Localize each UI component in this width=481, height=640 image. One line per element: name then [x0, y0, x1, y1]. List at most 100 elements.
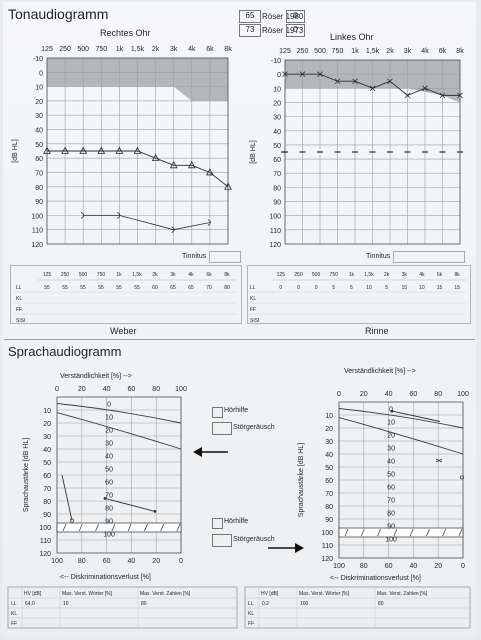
- top-tick-label: 60: [410, 391, 418, 398]
- x-tick-label: 250: [59, 46, 71, 53]
- y-tick-label: 60: [35, 156, 43, 163]
- y-tick-label: 40: [273, 129, 281, 136]
- air-conduction-point: [352, 78, 358, 85]
- page-title: Tonaudiogramm: [8, 6, 109, 22]
- inner-level-label: 80: [387, 511, 395, 518]
- top-tick-label: 100: [457, 391, 469, 398]
- row-label: SISI: [16, 318, 25, 324]
- roeser1980-value: 65: [239, 10, 261, 23]
- ll-value: 60: [152, 285, 158, 291]
- bone-conduction-point: [207, 219, 211, 226]
- speech-table-row-label: FF: [248, 621, 254, 627]
- section-divider: [4, 339, 475, 340]
- y-tick-label: 30: [43, 434, 51, 441]
- y-tick-label: 10: [273, 86, 281, 93]
- bone-conduction-point: [171, 226, 175, 234]
- air-conduction-line: [47, 150, 229, 188]
- speech-table-value: 10: [63, 601, 69, 607]
- bottom-tick-label: 40: [128, 558, 136, 565]
- stoergeraeusch-box-bottom[interactable]: [212, 534, 232, 547]
- y-tick-label: 110: [270, 228, 281, 235]
- air-conduction-point: [79, 146, 88, 154]
- freq-header: 500: [79, 272, 88, 278]
- x-tick-label: 500: [77, 46, 89, 53]
- hatch-mark: [344, 528, 349, 537]
- top-tick-label: 40: [385, 391, 393, 398]
- hatch-mark: [458, 528, 463, 537]
- freq-header: 1,5k: [364, 272, 374, 278]
- x-tick-label: 2k: [386, 48, 394, 55]
- inner-level-label: 50: [387, 472, 395, 479]
- inner-level-label: 10: [105, 415, 113, 422]
- row-label: SISI: [250, 318, 259, 324]
- y-tick-label: 60: [325, 478, 333, 485]
- freq-header: 8k: [224, 272, 230, 278]
- hatch-mark: [176, 523, 181, 532]
- y-tick-label: 70: [273, 171, 281, 178]
- hoerhilfe-checkbox-bottom[interactable]: [212, 518, 223, 529]
- freq-header: 8k: [455, 272, 461, 278]
- y-tick-label: 100: [39, 525, 51, 532]
- y-tick-label: 20: [35, 99, 43, 106]
- bottom-tick-label: 20: [434, 563, 442, 570]
- freq-header: 6k: [437, 272, 443, 278]
- y-tick-label: 110: [32, 228, 43, 235]
- y-tick-label: 70: [325, 491, 333, 498]
- roeser1973-box[interactable]: 0: [286, 24, 305, 37]
- air-conduction-point: [457, 92, 463, 99]
- air-conduction-point: [439, 92, 446, 99]
- bone-conduction-point: [117, 212, 121, 219]
- freq-header: 1k: [116, 272, 122, 278]
- speech-table-header: HV [dB]: [24, 591, 42, 597]
- freq-header: 250: [294, 272, 303, 278]
- freq-header: 125: [277, 272, 286, 278]
- hoerhilfe-label-top: Hörhilfe: [224, 407, 249, 414]
- y-tick-label: 40: [325, 452, 333, 459]
- inner-level-label: 90: [387, 524, 395, 531]
- roeser1980-box[interactable]: 0: [286, 10, 305, 23]
- hatch-mark: [160, 523, 165, 532]
- speech-table-frame: [244, 586, 471, 629]
- bottom-tick-label: 40: [410, 563, 418, 570]
- freq-header: 6k: [206, 272, 212, 278]
- inner-level-label: 40: [387, 459, 395, 466]
- right-ear-title: Rechtes Ohr: [100, 28, 151, 38]
- y-tick-label: 20: [325, 426, 333, 433]
- y-tick-label: -10: [271, 58, 281, 65]
- x-tick-label: 1k: [351, 48, 359, 55]
- ll-value: 0: [279, 285, 282, 291]
- stoergeraeusch-box-top[interactable]: [212, 422, 232, 435]
- x-tick-label: 2k: [152, 46, 160, 53]
- rinne-label: Rinne: [365, 326, 389, 336]
- hatch-mark: [111, 523, 116, 532]
- air-conduction-point: [206, 168, 214, 176]
- x-tick-label: 6k: [439, 48, 447, 55]
- ll-value: 55: [62, 285, 68, 291]
- hatched-band: [338, 527, 464, 538]
- left-tinnitus-box[interactable]: [393, 251, 465, 263]
- freq-header: 750: [97, 272, 106, 278]
- air-conduction-point: [115, 146, 124, 154]
- ll-value: 15: [437, 285, 443, 291]
- bottom-tick-label: 20: [152, 558, 160, 565]
- right-tinnitus-box[interactable]: [209, 251, 241, 263]
- air-conduction-point: [61, 146, 69, 154]
- freq-header: 500: [312, 272, 321, 278]
- y-tick-label: 30: [273, 115, 281, 122]
- y-tick-label: 10: [325, 413, 333, 420]
- y-tick-label: 90: [43, 512, 51, 519]
- hoerhilfe-checkbox-top[interactable]: [212, 407, 223, 418]
- air-conduction-point: [224, 182, 232, 190]
- freq-header: 2k: [152, 272, 158, 278]
- right-tinnitus-label: Tinnitus: [182, 253, 207, 260]
- bone-conduction-line: [83, 214, 210, 231]
- left-speech-chart: 1020304050607080901001101200100208040606…: [298, 391, 469, 570]
- inner-level-label: 20: [105, 428, 113, 435]
- patient-curve: [104, 497, 156, 512]
- y-tick-label: 10: [35, 85, 43, 92]
- ll-value: 65: [188, 285, 194, 291]
- speech-audiogram: 1020304050607080901001101200100208040606…: [23, 386, 469, 570]
- y-tick-label: 90: [273, 200, 281, 207]
- hatch-mark: [393, 528, 398, 537]
- air-conduction-point: [422, 85, 428, 92]
